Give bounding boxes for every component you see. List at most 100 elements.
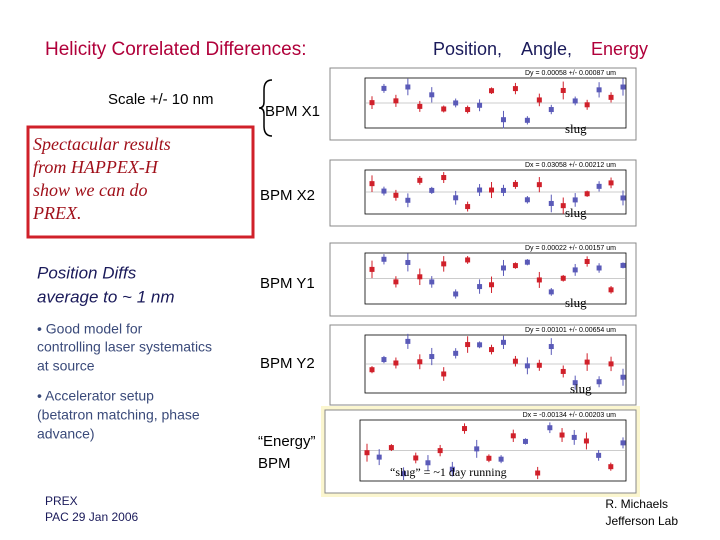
point bbox=[584, 102, 590, 108]
point bbox=[429, 279, 435, 285]
point bbox=[608, 180, 614, 186]
point bbox=[560, 368, 566, 374]
point bbox=[453, 100, 459, 106]
highlight-text: from HAPPEX-H bbox=[33, 157, 159, 177]
point bbox=[571, 434, 577, 440]
bullet: • Good model for bbox=[37, 321, 143, 337]
point bbox=[401, 471, 407, 477]
point bbox=[489, 347, 495, 353]
point bbox=[572, 380, 578, 386]
point bbox=[462, 426, 468, 432]
bpm-label: BPM Y1 bbox=[260, 275, 315, 292]
axis-label: slug bbox=[565, 205, 587, 220]
point bbox=[453, 350, 459, 356]
plot-header: Dx = -0.00134 +/- 0.00203 um bbox=[523, 412, 617, 419]
point bbox=[417, 177, 423, 183]
point bbox=[584, 191, 590, 197]
point bbox=[536, 97, 542, 103]
title-part: Angle, bbox=[521, 39, 572, 59]
point bbox=[620, 374, 626, 380]
point bbox=[449, 466, 455, 472]
point bbox=[376, 454, 382, 460]
point bbox=[522, 438, 528, 444]
point bbox=[364, 450, 370, 456]
highlight-text: PREX. bbox=[32, 203, 81, 223]
plot-header: Dy = 0.00058 +/- 0.00087 um bbox=[525, 70, 616, 77]
point bbox=[596, 183, 602, 189]
point bbox=[512, 263, 518, 269]
point bbox=[453, 291, 459, 297]
point bbox=[500, 117, 506, 123]
axis-label: slug bbox=[570, 381, 592, 396]
point bbox=[584, 258, 590, 264]
point bbox=[524, 117, 530, 123]
point bbox=[620, 262, 626, 268]
position-note: average to ~ 1 nm bbox=[37, 287, 175, 306]
point bbox=[486, 455, 492, 461]
bpm-label: BPM X1 bbox=[265, 103, 320, 120]
point bbox=[477, 342, 483, 348]
point bbox=[465, 257, 471, 263]
point bbox=[608, 287, 614, 293]
title-part: Energy bbox=[591, 39, 648, 59]
point bbox=[548, 107, 554, 113]
point bbox=[441, 106, 447, 112]
point bbox=[596, 265, 602, 271]
point bbox=[560, 275, 566, 281]
point bbox=[512, 358, 518, 364]
point bbox=[584, 359, 590, 365]
point bbox=[620, 84, 626, 90]
point bbox=[559, 432, 565, 438]
point bbox=[547, 425, 553, 431]
bullet: at source bbox=[37, 358, 95, 374]
point bbox=[477, 284, 483, 290]
footer-left: PREX bbox=[45, 494, 78, 508]
point bbox=[500, 339, 506, 345]
point bbox=[393, 98, 399, 104]
point bbox=[429, 92, 435, 98]
highlight-text: show we can do bbox=[33, 180, 148, 200]
bullet: • Accelerator setup bbox=[37, 388, 154, 404]
point bbox=[441, 371, 447, 377]
point bbox=[417, 274, 423, 280]
bpm-label: BPM X2 bbox=[260, 187, 315, 204]
point bbox=[405, 338, 411, 344]
point bbox=[572, 197, 578, 203]
point bbox=[425, 460, 431, 466]
point bbox=[393, 360, 399, 366]
point bbox=[369, 367, 375, 373]
point bbox=[465, 342, 471, 348]
point bbox=[560, 87, 566, 93]
point bbox=[441, 175, 447, 181]
point bbox=[489, 187, 495, 193]
scale-note: Scale +/- 10 nm bbox=[108, 91, 213, 108]
plot-bg bbox=[329, 67, 637, 141]
point bbox=[608, 464, 614, 470]
point bbox=[429, 354, 435, 360]
point bbox=[500, 265, 506, 271]
point bbox=[417, 103, 423, 109]
point bbox=[489, 88, 495, 94]
axis-label: slug bbox=[565, 121, 587, 136]
point bbox=[608, 94, 614, 100]
point bbox=[500, 187, 506, 193]
point bbox=[381, 188, 387, 194]
point bbox=[536, 277, 542, 283]
point bbox=[381, 357, 387, 363]
point bbox=[413, 455, 419, 461]
footer-right: Jefferson Lab bbox=[606, 514, 679, 528]
point bbox=[583, 438, 589, 444]
footer-right: R. Michaels bbox=[605, 497, 668, 511]
footer-left: PAC 29 Jan 2006 bbox=[45, 510, 139, 524]
point bbox=[536, 362, 542, 368]
point bbox=[608, 361, 614, 367]
plot-header: Dy = 0.00101 +/- 0.00654 um bbox=[525, 327, 616, 334]
point bbox=[498, 456, 504, 462]
point bbox=[453, 195, 459, 201]
point bbox=[437, 448, 443, 454]
point bbox=[441, 261, 447, 267]
point bbox=[381, 256, 387, 262]
point bbox=[548, 289, 554, 295]
bullet: (betatron matching, phase bbox=[37, 407, 200, 423]
